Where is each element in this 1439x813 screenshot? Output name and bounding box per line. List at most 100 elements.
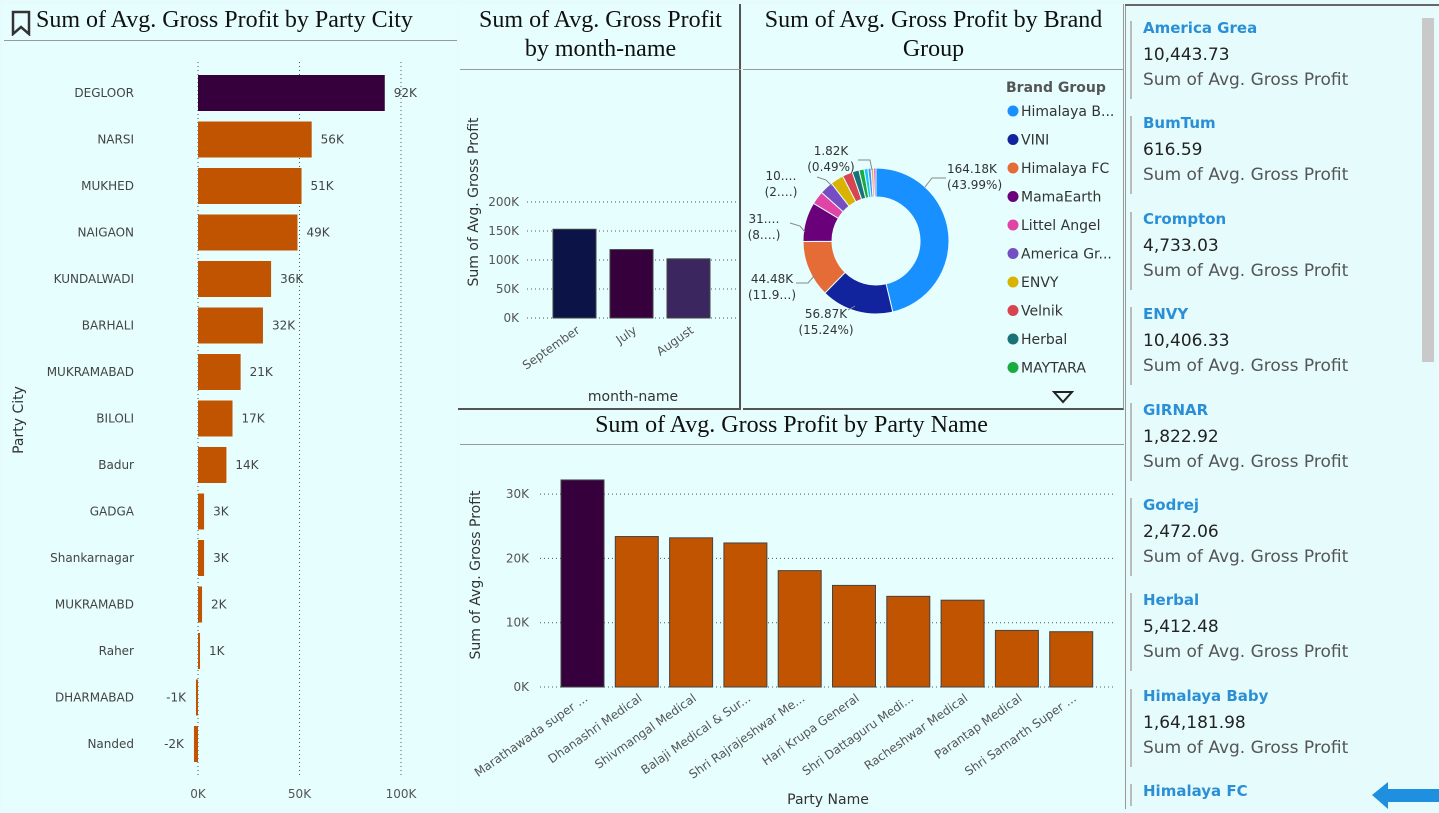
party-category-label: Racheshwar Medical (862, 691, 971, 773)
party-title-divider (460, 444, 1124, 445)
party-y-axis-title: Sum of Avg. Gross Profit (468, 490, 484, 660)
card-brand-name[interactable]: Crompton (1143, 209, 1227, 228)
bookmark-icon[interactable] (11, 10, 31, 40)
brand-leader-line (789, 222, 806, 233)
party-bar-chart: Sum of Avg. Gross Profit Party Name 0K 10… (468, 479, 1114, 808)
card-value: 2,472.06 (1143, 522, 1219, 542)
brand-data-label-value: 164.18K (947, 162, 998, 176)
brand-legend-label: MAYTARA (1021, 361, 1086, 377)
city-bar (198, 633, 201, 669)
brand-leader-line (796, 274, 816, 284)
card-brand-name[interactable]: ENVY (1143, 305, 1189, 324)
brand-leader-line (924, 177, 946, 188)
city-bar (198, 307, 263, 344)
party-bar (832, 584, 876, 688)
party-bar (940, 599, 985, 688)
city-data-label: 3K (213, 505, 230, 519)
legend-scroll-down-icon[interactable] (1051, 389, 1075, 408)
city-category-label: KUNDALWADI (54, 272, 134, 286)
card-brand-name[interactable]: GIRNAR (1143, 400, 1209, 419)
brand-legend-label: VINI (1021, 133, 1049, 149)
card-accent-bar (1130, 784, 1132, 807)
card-brand-name[interactable]: Godrej (1143, 496, 1200, 514)
city-data-label: 92K (394, 86, 418, 100)
party-category-label: Shivmangal Medical (592, 691, 699, 772)
brand-chart-title: Sum of Avg. Gross Profit by Brand Group (764, 7, 1103, 62)
city-data-label: 3K (213, 551, 230, 565)
brand-slice (875, 167, 950, 313)
month-y-tick-label: 50K (496, 282, 520, 296)
brand-legend-marker (1007, 333, 1019, 345)
city-bar (198, 400, 233, 437)
month-y-tick-label: 0K (503, 311, 520, 325)
month-y-tick-label: 150K (488, 224, 520, 238)
card-value: 1,64,181.98 (1143, 712, 1246, 733)
card-measure-label: Sum of Avg. Gross Profit (1143, 547, 1349, 567)
party-bar (614, 536, 659, 688)
city-data-label: 1K (209, 644, 226, 658)
card-brand-name[interactable]: Herbal (1143, 591, 1200, 610)
brand-data-label-percent: (8.…) (748, 228, 781, 242)
city-category-label: BILOLI (96, 412, 134, 426)
city-bar (198, 447, 227, 483)
brand-legend-label: Herbal (1021, 332, 1067, 348)
card-accent-bar (1130, 688, 1132, 767)
city-x-tick-label: 50K (288, 787, 312, 801)
city-bar (193, 726, 198, 762)
month-title-divider (460, 69, 741, 70)
brand-legend-marker (1007, 191, 1019, 202)
brand-legend-title: Brand Group (1006, 80, 1106, 96)
card-value: 4,733.03 (1143, 235, 1219, 256)
card-measure-label: Sum of Avg. Gross Profit (1143, 165, 1349, 186)
brand-legend-label: America Gr... (1021, 247, 1112, 263)
card-brand-name[interactable]: Himalaya FC (1143, 782, 1248, 801)
brand-legend-label: Littel Angel (1021, 218, 1100, 234)
card-measure-label: Sum of Avg. Gross Profit (1143, 356, 1349, 377)
city-bar (198, 261, 272, 297)
brand-data-label-value: 10.… (765, 169, 796, 183)
brand-legend-marker (1007, 134, 1019, 145)
brand-legend-marker (1007, 162, 1019, 174)
city-data-label: -2K (164, 737, 185, 751)
city-data-label: 14K (235, 458, 259, 472)
city-category-label: Nanded (87, 737, 134, 751)
card-brand-name[interactable]: BumTum (1143, 114, 1216, 133)
brand-data-label-value: 44.48K (751, 272, 794, 286)
party-y-tick-label: 20K (506, 551, 530, 565)
card-accent-bar (1130, 402, 1132, 481)
brand-data-label-value: 31.… (748, 212, 779, 226)
card-measure-label: Sum of Avg. Gross Profit (1143, 737, 1349, 758)
party-bar (886, 595, 931, 688)
brand-legend-label: ENVY (1021, 275, 1059, 291)
card-accent-bar (1130, 498, 1132, 576)
city-data-label: 36K (280, 272, 304, 286)
brand-legend-label: Velnik (1021, 304, 1064, 320)
brand-donut-chart: Brand Group 164.18K (43.99%) 56.87K (15.24%… (748, 80, 1115, 377)
card-list-scrollbar[interactable] (1422, 18, 1434, 362)
city-category-label: DHARMABAD (55, 691, 134, 705)
city-bar (198, 214, 298, 251)
card-value: 1,822.92 (1143, 426, 1219, 447)
back-arrow-icon[interactable] (1372, 782, 1439, 813)
month-y-tick-label: 200K (488, 195, 520, 209)
brand-legend-marker (1007, 276, 1019, 288)
card-brand-name[interactable]: Himalaya Baby (1143, 686, 1269, 705)
city-bar-chart: Party City 0K 50K 100K DEGLOOR 92K NARSI 56K MU… (11, 62, 418, 801)
brand-data-label-value: 1.82K (814, 144, 850, 158)
card-accent-bar (1130, 116, 1132, 195)
party-bar (777, 570, 822, 688)
brand-data-label-percent: (2.…) (765, 185, 798, 199)
party-y-tick-label: 10K (506, 616, 530, 630)
city-data-label: 21K (250, 365, 274, 379)
month-y-axis-title: Sum of Avg. Gross Profit (466, 117, 482, 287)
city-bar (198, 493, 205, 530)
brand-legend-marker (1007, 105, 1019, 117)
city-x-tick-label: 100K (386, 787, 418, 801)
brand-legend-marker (1007, 362, 1019, 373)
card-brand-name[interactable]: America Grea (1143, 19, 1258, 37)
card-accent-bar (1130, 593, 1132, 672)
city-bar (198, 354, 241, 390)
city-data-label: 56K (321, 133, 345, 147)
card-value: 616.59 (1143, 140, 1203, 161)
party-bar (994, 629, 1039, 688)
